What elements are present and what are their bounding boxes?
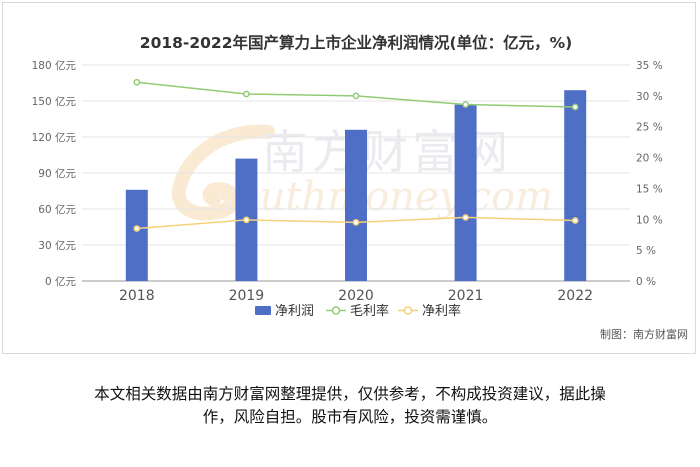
line-point-1-2019 [243, 216, 250, 224]
line-point-0-2021 [462, 101, 469, 108]
legend-label-gross-margin: 毛利率 [350, 303, 389, 319]
disclaimer-line-1: 本文相关数据由南方财富网整理提供，仅供参考，不构成投资建议，据此操 [94, 385, 606, 403]
line-point-1-2021 [462, 214, 469, 221]
source-note: 制图：南方财富网 [600, 327, 688, 341]
legend-label-net-profit: 净利润 [275, 304, 314, 319]
bar-2021 [454, 104, 477, 281]
x-tick-label: 2020 [338, 288, 374, 304]
right-tick-label: 25 % [636, 122, 663, 134]
line-point-0-2019 [243, 90, 250, 98]
right-tick-label: 15 % [636, 183, 663, 195]
bar-2018 [125, 189, 148, 281]
right-tick-label: 10 % [636, 214, 663, 226]
line-point-0-2018 [133, 78, 141, 86]
x-tick-label: 2022 [557, 288, 593, 304]
x-tick-label: 2018 [119, 288, 155, 304]
left-tick-label: 120 亿元 [32, 131, 77, 144]
chart-title: 2018-2022年国产算力上市企业净利润情况(单位：亿元，%) [140, 33, 572, 52]
bar-2020 [345, 129, 367, 281]
left-tick-label: 90 亿元 [38, 167, 76, 180]
left-tick-label: 150 亿元 [32, 95, 77, 108]
left-tick-label: 180 亿元 [32, 59, 77, 72]
legend-label-net-margin: 净利率 [422, 303, 461, 319]
line-point-1-2022 [571, 217, 579, 224]
disclaimer-line-2: 作，风险自担。股市有风险，投资需谨慎。 [202, 408, 498, 426]
line-point-1-2018 [133, 225, 141, 232]
x-tick-label: 2019 [229, 288, 265, 304]
right-axis: 0 % 5 % 10 % 15 % 20 % 25 % 30 % 35 % [636, 60, 663, 288]
line-series [133, 78, 579, 232]
right-tick-label: 0 % [636, 276, 656, 288]
legend: 净利润 毛利率 净利率 [255, 303, 461, 319]
legend-swatch-gross-margin-dot [331, 306, 341, 315]
line-point-0-2022 [571, 103, 579, 111]
chart: 南方财富网 southmoney.com 2018-2022年国产算力上市企业净… [32, 33, 688, 341]
line-point-0-2020 [352, 92, 360, 100]
x-tick-label: 2021 [448, 288, 484, 304]
line-point-1-2020 [352, 219, 360, 226]
left-tick-label: 60 亿元 [38, 203, 76, 216]
bar-2022 [564, 90, 587, 281]
legend-swatch-net-profit [255, 306, 271, 315]
legend-swatch-net-margin-dot [403, 306, 413, 315]
left-tick-label: 0 亿元 [45, 275, 77, 288]
watermark-logo: 南方财富网 southmoney.com [171, 124, 553, 221]
right-tick-label: 5 % [636, 245, 656, 257]
right-tick-label: 35 % [636, 60, 663, 72]
disclaimer: 本文相关数据由南方财富网整理提供，仅供参考，不构成投资建议，据此操 作，风险自担… [40, 383, 660, 429]
watermark-en: southmoney.com [215, 174, 553, 220]
right-tick-label: 20 % [636, 153, 663, 165]
left-axis: 0 亿元 30 亿元 60 亿元 90 亿元 120 亿元 150 亿元 180 亿元 [32, 59, 77, 288]
left-tick-label: 30 亿元 [38, 239, 76, 252]
right-tick-label: 30 % [636, 91, 663, 103]
x-axis: 2018 2019 2020 2021 2022 [119, 288, 593, 304]
